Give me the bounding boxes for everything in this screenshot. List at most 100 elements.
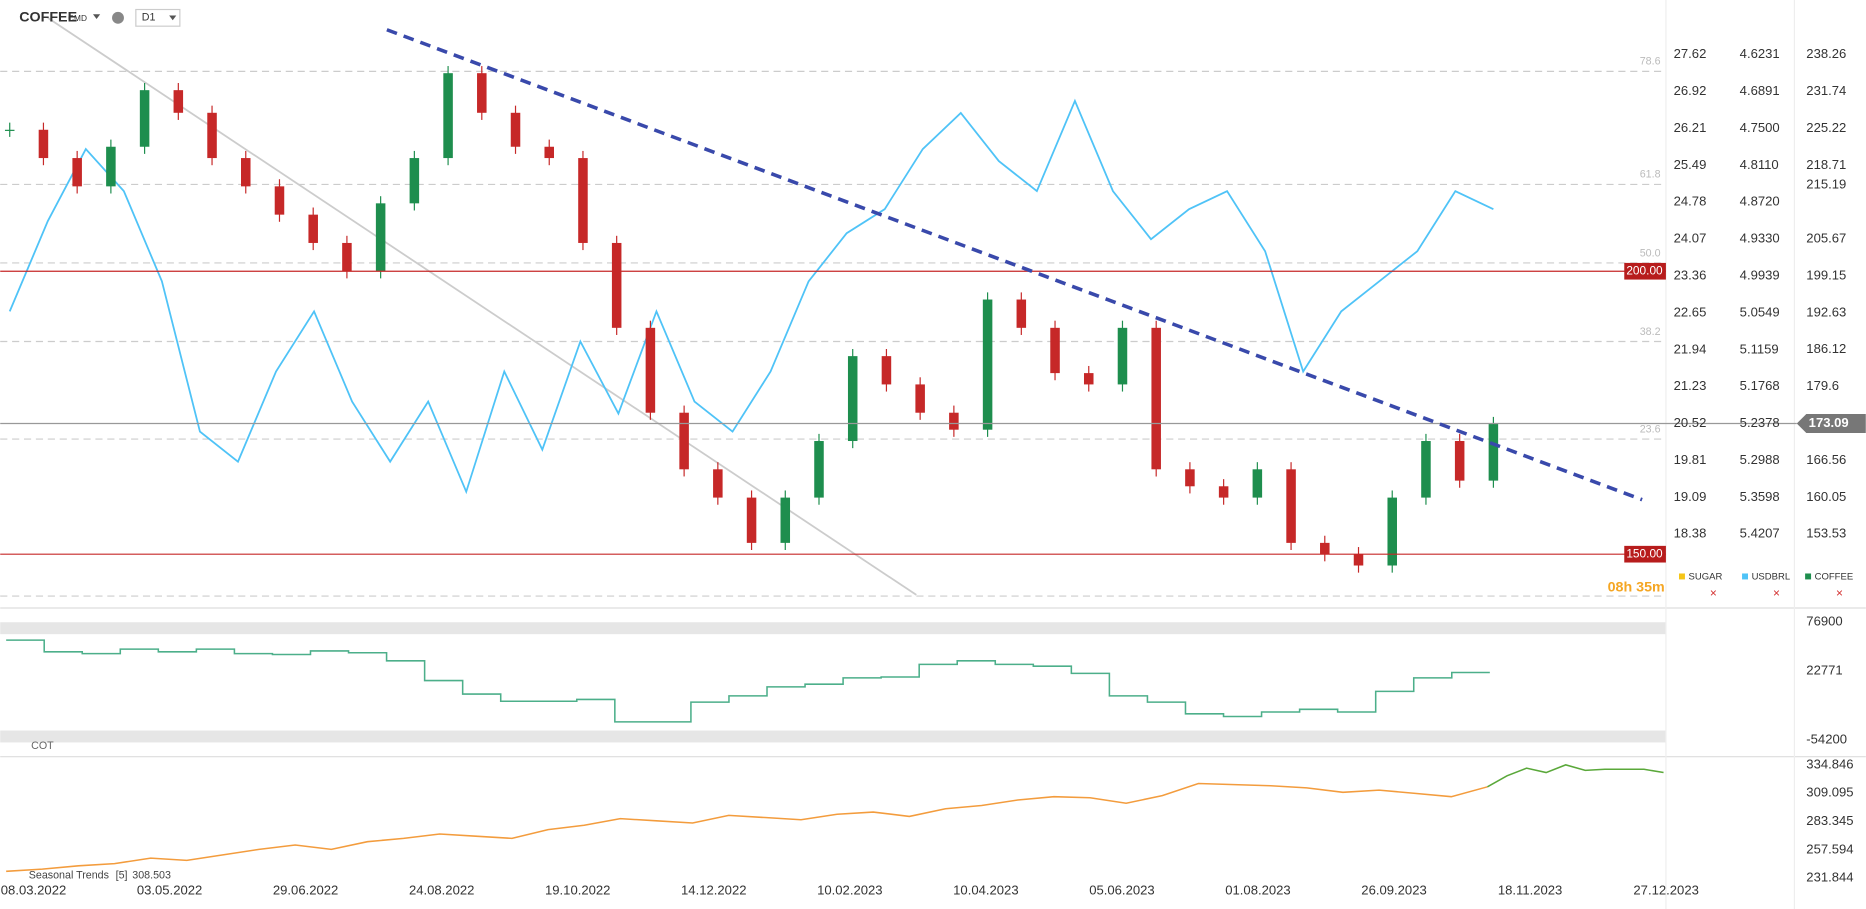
cot-tick-label: -54200 xyxy=(1806,732,1847,747)
usdbrl-tick-label: 4.9330 xyxy=(1740,231,1780,246)
candle xyxy=(375,203,386,272)
candle xyxy=(780,497,791,543)
candle xyxy=(1320,542,1330,555)
x-tick-label: 18.11.2023 xyxy=(1498,883,1562,898)
candle xyxy=(949,412,959,430)
fib-label: 78.6 xyxy=(1640,56,1661,68)
x-tick-label: 05.06.2023 xyxy=(1089,883,1154,898)
candle xyxy=(443,73,453,159)
x-tick-label: 27.12.2023 xyxy=(1633,883,1698,898)
candle xyxy=(274,186,285,215)
cot-band xyxy=(0,622,1666,635)
x-tick-label: 10.04.2023 xyxy=(953,883,1018,898)
sugar-tick-label: 19.81 xyxy=(1674,452,1707,467)
candle xyxy=(1286,469,1296,543)
seasonal-tick-label: 309.095 xyxy=(1806,785,1853,800)
legend-close[interactable]: × xyxy=(1836,586,1843,600)
candle xyxy=(611,242,622,328)
last-price-tag xyxy=(1796,414,1866,434)
seasonal-name: Seasonal Trends xyxy=(29,870,109,882)
sugar-tick-label: 18.38 xyxy=(1674,526,1707,541)
candle xyxy=(1050,327,1060,374)
coffee-tick-label: 199.15 xyxy=(1806,268,1846,283)
sugar-tick-label: 24.07 xyxy=(1674,231,1707,246)
level-label: 150.00 xyxy=(1626,546,1663,560)
usdbrl-tick-label: 4.6891 xyxy=(1740,83,1780,98)
candle xyxy=(1185,469,1195,487)
sugar-tick-label: 23.36 xyxy=(1674,267,1707,282)
sugar-tick-label: 26.92 xyxy=(1674,83,1707,98)
candle xyxy=(1218,486,1229,498)
candle xyxy=(207,112,217,159)
usdbrl-line xyxy=(8,98,1494,495)
sugar-tick-label: 21.23 xyxy=(1674,378,1707,393)
x-tick-label: 01.08.2023 xyxy=(1225,883,1290,898)
x-tick-label: 24.08.2022 xyxy=(409,883,474,898)
coffee-tick-label: 166.56 xyxy=(1806,452,1846,467)
usdbrl-tick-label: 5.1768 xyxy=(1740,378,1780,393)
info-icon[interactable] xyxy=(112,11,124,24)
downtrend-line xyxy=(386,28,1643,502)
candle xyxy=(1387,497,1397,566)
cot-label: COT xyxy=(31,740,54,752)
x-tick-label: 14.12.2022 xyxy=(681,883,746,898)
x-tick-label: 10.02.2023 xyxy=(817,883,882,898)
seasonal-forecast xyxy=(1487,764,1664,788)
usdbrl-tick-label: 5.2378 xyxy=(1740,415,1780,430)
candle xyxy=(1421,441,1431,498)
trend-line xyxy=(47,17,917,596)
candle xyxy=(982,299,993,430)
sugar-tick-label: 21.94 xyxy=(1674,341,1707,356)
sugar-tick-label: 20.52 xyxy=(1674,415,1707,430)
coffee-tick-label: 215.19 xyxy=(1806,177,1846,192)
candle xyxy=(847,356,858,442)
cot-tick-label: 76900 xyxy=(1806,614,1842,629)
plot xyxy=(0,66,1797,873)
legend-close[interactable]: × xyxy=(1710,586,1717,600)
legend-label: USDBRL xyxy=(1752,572,1791,583)
fib-label: 38.2 xyxy=(1640,326,1661,338)
x-tick-label: 26.09.2023 xyxy=(1361,883,1426,898)
seasonal-value: 308.503 xyxy=(132,870,171,882)
seasonal-history xyxy=(6,782,1488,873)
usdbrl-tick-label: 5.3598 xyxy=(1740,489,1780,504)
usdbrl-tick-label: 4.6231 xyxy=(1740,46,1780,61)
legend-swatch xyxy=(1678,573,1685,580)
usdbrl-tick-label: 5.1159 xyxy=(1740,341,1779,356)
x-tick-label: 03.05.2022 xyxy=(137,883,202,898)
timeframe-arrow xyxy=(169,15,177,21)
candle xyxy=(241,158,251,187)
coffee-tick-label: 218.71 xyxy=(1806,157,1846,172)
coffee-tick-label: 225.22 xyxy=(1806,120,1846,135)
fib-lines xyxy=(0,70,1666,597)
usdbrl-tick-label: 5.4207 xyxy=(1740,526,1780,541)
usdbrl-tick-label: 5.0549 xyxy=(1740,304,1780,319)
x-tick-label: 19.10.2022 xyxy=(545,883,610,898)
candle xyxy=(679,412,689,470)
coffee-tick-label: 238.26 xyxy=(1806,46,1846,61)
symbol: COFFEE xyxy=(19,10,77,26)
sugar-tick-label: 25.49 xyxy=(1674,157,1707,172)
seasonal-tick-label: 231.844 xyxy=(1806,870,1853,885)
candle xyxy=(645,327,656,413)
candle xyxy=(1353,554,1364,566)
seasonal-tick-label: 334.846 xyxy=(1806,756,1853,771)
symbol-dropdown[interactable] xyxy=(93,14,101,20)
level-label: 200.00 xyxy=(1626,263,1663,277)
level-tag xyxy=(1624,545,1666,563)
fib-label: 23.6 xyxy=(1640,423,1661,435)
legend-close[interactable]: × xyxy=(1773,586,1780,600)
candle xyxy=(106,146,116,187)
cot-line xyxy=(6,639,1490,723)
seasonal-period: [5] xyxy=(116,870,128,882)
cot-band xyxy=(0,730,1666,743)
legend-label: COFFEE xyxy=(1815,572,1854,583)
timeframe-select[interactable] xyxy=(135,8,181,27)
seasonal-tick-label: 257.594 xyxy=(1806,841,1853,856)
candle xyxy=(814,441,824,498)
countdown: 08h 35m xyxy=(1608,580,1665,596)
usdbrl-tick-label: 4.9939 xyxy=(1740,267,1780,282)
